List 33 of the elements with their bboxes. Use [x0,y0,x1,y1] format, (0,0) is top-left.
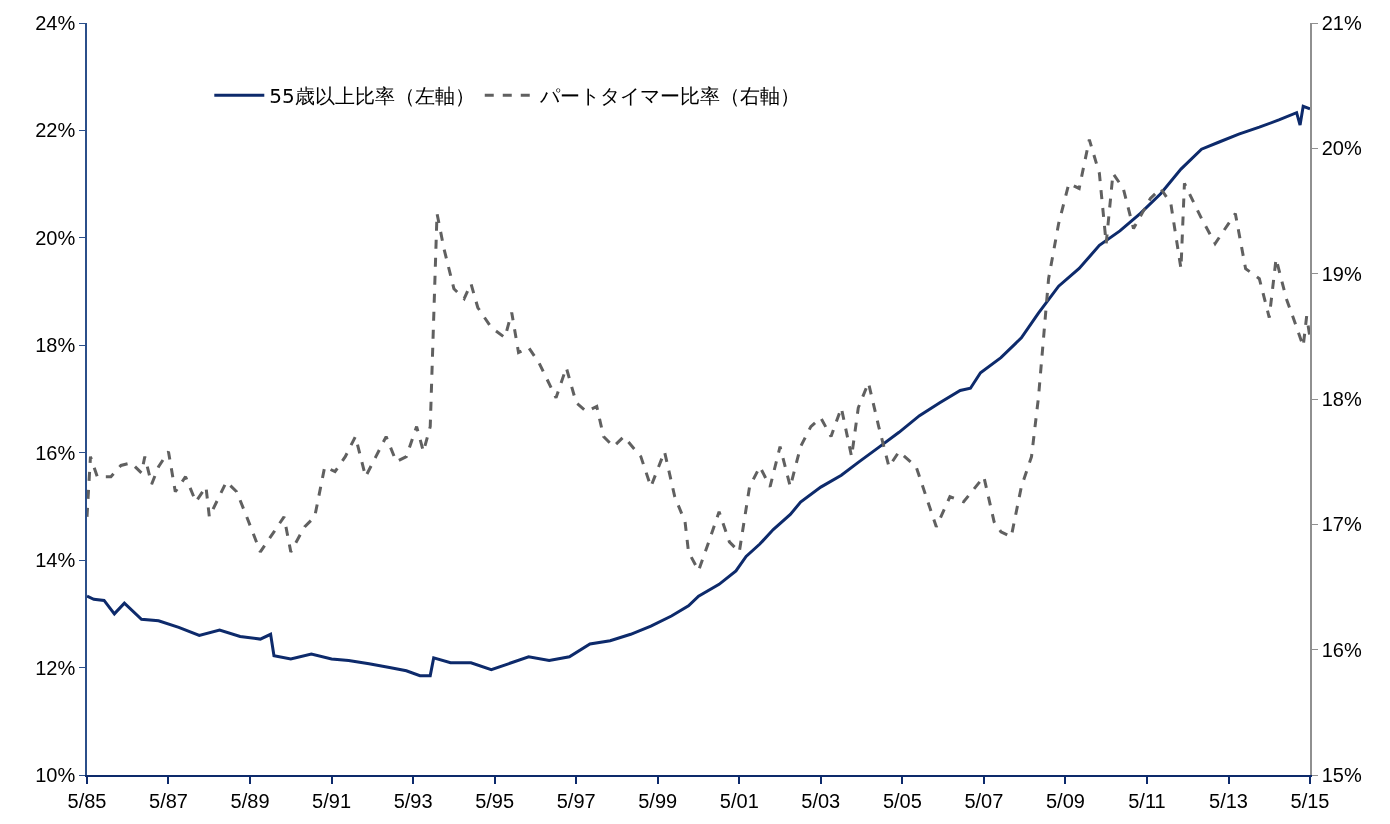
y-tick-label: 22% [35,119,76,142]
x-tick-label: 5/11 [1128,790,1166,812]
y-tick-label: 20% [35,226,76,249]
y-tick-label: 16% [35,441,76,464]
y2-tick-label: 21% [1321,12,1362,34]
legend-label: パートタイマー比率（右軸） [538,83,800,108]
x-tick-label: 5/05 [882,790,922,812]
y-tick-label: 10% [35,764,76,786]
y2-tick-label: 20% [1321,137,1362,160]
x-tick-label: 5/99 [638,790,678,812]
x-tick-label: 5/09 [1045,790,1085,812]
y2-tick-label: 17% [1321,513,1362,536]
y-tick-label: 24% [35,12,76,34]
x-tick-label: 5/95 [475,790,515,812]
x-tick-label: 5/93 [393,790,433,812]
y-tick-label: 14% [35,549,76,572]
y-tick-label: 18% [35,334,76,357]
x-tick-label: 5/89 [230,790,270,812]
y-tick-label: 12% [35,656,76,679]
x-tick-label: 5/07 [964,790,1004,812]
x-tick-label: 5/91 [312,790,352,812]
x-tick-label: 5/97 [556,790,596,812]
y2-tick-label: 15% [1321,764,1362,786]
y2-tick-label: 19% [1321,262,1362,285]
x-tick-label: 5/85 [67,790,107,812]
legend-label: 55歳以上比率（左軸） [269,83,475,108]
y2-tick-label: 16% [1321,638,1362,661]
x-tick-label: 5/03 [801,790,841,812]
x-tick-label: 5/13 [1209,790,1248,812]
y2-tick-label: 18% [1321,388,1362,410]
x-tick-label: 5/15 [1290,790,1330,812]
x-tick-label: 5/01 [719,790,759,812]
x-tick-label: 5/87 [149,790,188,812]
